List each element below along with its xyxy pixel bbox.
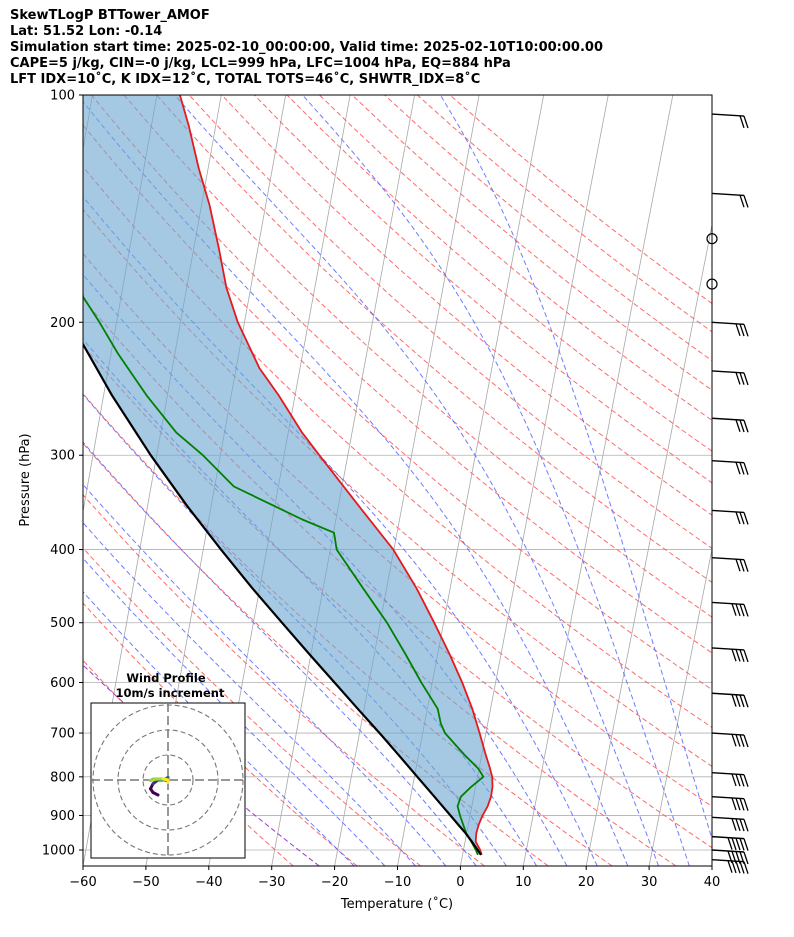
isotherm-line	[271, 95, 415, 866]
dry-adiabat	[83, 494, 485, 866]
wind-barb	[711, 417, 749, 433]
y-tick-label: 700	[50, 727, 75, 742]
wind-barb	[711, 816, 749, 832]
isotherm-line	[775, 50, 794, 866]
isotherm-line	[334, 95, 480, 866]
x-tick-label: 0	[456, 875, 464, 890]
moist-adiabat	[439, 95, 712, 841]
dry-adiabat	[83, 659, 294, 866]
dry-adiabat	[221, 95, 712, 516]
wind-barb	[711, 321, 749, 337]
dry-adiabat	[83, 165, 712, 729]
y-tick-label: 900	[50, 809, 75, 824]
isotherm-line	[711, 863, 712, 866]
hodograph-title: Wind Profile	[126, 671, 206, 685]
y-tick-label: 1000	[42, 844, 75, 859]
y-tick-label: 300	[50, 449, 75, 464]
isotherm-line	[585, 223, 712, 866]
hodograph-ring	[142, 754, 194, 806]
temperature-profile	[179, 95, 494, 856]
calm-wind-barb	[706, 233, 718, 245]
chart-header: SkewTLogP BTTower_AMOF Lat: 51.52 Lon: -…	[10, 8, 603, 88]
dry-adiabat	[91, 95, 712, 654]
dry-adiabat	[83, 547, 422, 866]
x-tick-label: −10	[384, 875, 411, 890]
moist-adiabat	[302, 95, 690, 866]
title-line-5: LFT IDX=10˚C, K IDX=12˚C, TOTAL TOTS=46˚…	[10, 72, 481, 87]
isotherm-line	[648, 547, 712, 866]
wind-barb	[711, 601, 749, 617]
dry-adiabat	[254, 95, 712, 484]
y-tick-label: 100	[50, 89, 75, 104]
dry-adiabat	[449, 95, 712, 305]
x-tick-label: −40	[195, 875, 222, 890]
wind-barb	[711, 113, 749, 129]
wind-barb	[711, 732, 749, 748]
dry-adiabat	[319, 95, 712, 421]
hodograph-subtitle: 10m/s increment	[116, 686, 225, 700]
y-tick-label: 500	[50, 616, 75, 631]
dry-adiabat	[83, 124, 712, 691]
wind-barb	[711, 772, 749, 787]
title-line-3: Simulation start time: 2025-02-10_00:00:…	[10, 40, 603, 55]
x-tick-label: −30	[258, 875, 285, 890]
dry-adiabat	[83, 252, 712, 808]
dewpoint-profile	[83, 289, 485, 856]
wind-barb	[711, 647, 749, 663]
wind-barb	[711, 509, 749, 525]
dry-adiabat	[83, 602, 358, 866]
x-tick-label: 10	[515, 875, 532, 890]
moist-adiabat	[83, 195, 598, 866]
dry-adiabat	[123, 95, 712, 618]
cape-area	[83, 95, 493, 855]
dry-adiabat	[286, 95, 712, 452]
mixing-ratio-line	[83, 664, 320, 866]
title-line-2: Lat: 51.52 Lon: -0.14	[10, 24, 163, 39]
wind-barb	[711, 858, 749, 874]
title-line-4: CAPE=5 j/kg, CIN=-0 j/kg, LCL=999 hPa, L…	[10, 56, 511, 71]
x-tick-label: 40	[704, 875, 721, 890]
x-axis-label: Temperature (˚C)	[340, 896, 453, 912]
x-tick-label: 20	[578, 875, 595, 890]
moist-adiabat	[83, 522, 416, 866]
moist-adiabat	[83, 483, 447, 866]
moist-adiabat	[83, 591, 355, 866]
y-tick-label: 400	[50, 543, 75, 558]
parcel-profile	[83, 342, 482, 856]
moist-adiabat	[83, 441, 477, 866]
isotherm-line	[460, 95, 609, 866]
dry-adiabat	[83, 208, 712, 767]
title-line-1: SkewTLogP BTTower_AMOF	[10, 8, 210, 23]
moist-adiabat	[174, 95, 660, 866]
calm-wind-barb	[706, 278, 718, 290]
dry-adiabat	[83, 298, 712, 849]
x-tick-label: −50	[132, 875, 159, 890]
wind-barb	[711, 192, 749, 208]
y-tick-label: 600	[50, 676, 75, 691]
wind-barb	[711, 459, 749, 475]
wind-barb	[711, 692, 749, 708]
isotherm-line	[83, 95, 158, 514]
x-tick-label: 30	[641, 875, 658, 890]
x-tick-label: −20	[321, 875, 348, 890]
wind-barb	[711, 835, 749, 851]
isotherm-line	[522, 95, 674, 866]
wind-barb	[711, 796, 749, 811]
y-axis-label: Pressure (hPa)	[18, 433, 33, 526]
y-tick-label: 200	[50, 316, 75, 331]
x-tick-label: −60	[69, 875, 96, 890]
moist-adiabat	[83, 557, 386, 866]
wind-barb	[711, 370, 749, 386]
moist-adiabat	[83, 100, 629, 866]
wind-barb	[711, 556, 749, 572]
y-tick-label: 800	[50, 770, 75, 785]
